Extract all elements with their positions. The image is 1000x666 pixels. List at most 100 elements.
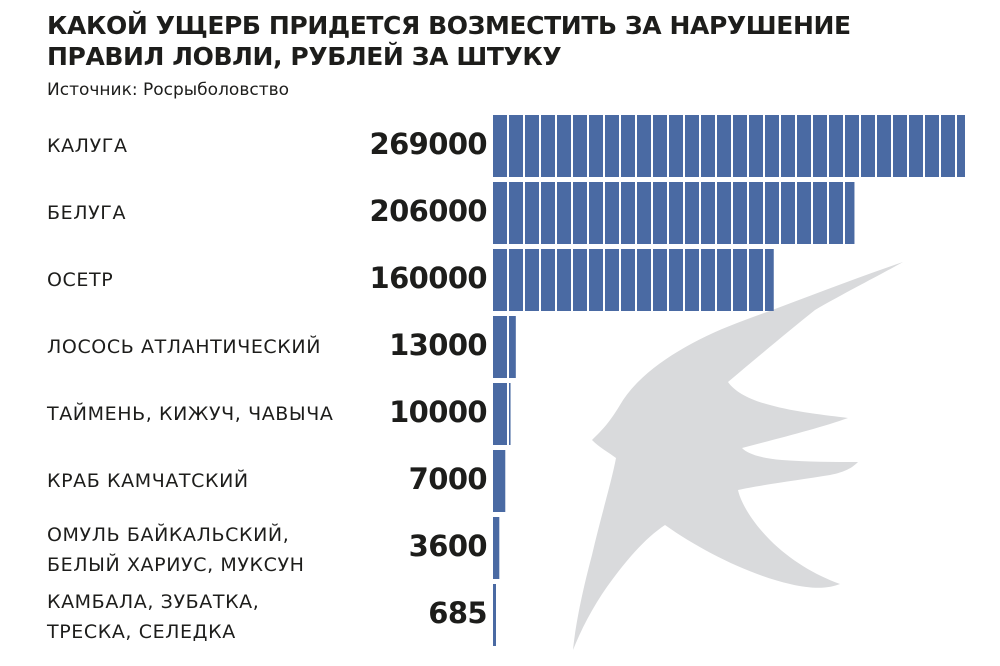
- bar-segment: [573, 115, 587, 177]
- bar-segment: [605, 115, 619, 177]
- bar-segment: [589, 115, 603, 177]
- bar-segment: [557, 182, 571, 244]
- bar-segment: [925, 115, 939, 177]
- value-label: 3600: [408, 529, 488, 563]
- bar-segment: [493, 383, 507, 445]
- bar-segment: [717, 115, 731, 177]
- bar-segment: [845, 182, 855, 244]
- bar: [493, 115, 965, 177]
- bar-segment: [909, 115, 923, 177]
- chart-title: КАКОЙ УЩЕРБ ПРИДЕТСЯ ВОЗМЕСТИТЬ ЗА НАРУШ…: [47, 11, 851, 71]
- category-label: ЛОСОСЬ АТЛАНТИЧЕСКИЙ: [47, 336, 322, 358]
- bar-segment: [573, 249, 587, 311]
- bar: [493, 517, 500, 579]
- bar-segment: [573, 182, 587, 244]
- bar-segment: [701, 182, 715, 244]
- bar-segment: [813, 182, 827, 244]
- bar-segment: [669, 249, 683, 311]
- bar-segment: [749, 249, 763, 311]
- bar-segment: [669, 115, 683, 177]
- bar-segment: [797, 115, 811, 177]
- bar-segment: [637, 182, 651, 244]
- bar: [493, 450, 506, 512]
- bar-segment: [493, 517, 500, 579]
- bar-segment: [525, 182, 539, 244]
- bar-segment: [701, 249, 715, 311]
- bar-segment: [589, 249, 603, 311]
- value-label: 206000: [369, 194, 488, 228]
- bar-segment: [813, 115, 827, 177]
- bar-segment: [509, 316, 516, 378]
- bar-segment: [493, 316, 507, 378]
- bar-segment: [941, 115, 955, 177]
- bar-segment: [493, 584, 496, 646]
- bar-segment: [749, 182, 763, 244]
- bar-segment: [733, 249, 747, 311]
- category-label: ОМУЛЬ БАЙКАЛЬСКИЙ, БЕЛЫЙ ХАРИУС, МУКСУН: [47, 524, 305, 576]
- bar-segment: [765, 115, 779, 177]
- bar-segment: [541, 249, 555, 311]
- bar-segment: [781, 115, 795, 177]
- bar-segment: [653, 249, 667, 311]
- category-label: ТАЙМЕНЬ, КИЖУЧ, ЧАВЫЧА: [47, 403, 334, 425]
- bar-segment: [637, 249, 651, 311]
- bar-segment: [541, 115, 555, 177]
- value-label: 685: [428, 596, 487, 630]
- bar-segment: [509, 249, 523, 311]
- category-label: КАЛУГА: [47, 135, 128, 157]
- bar-segment: [893, 115, 907, 177]
- bar-segment: [493, 249, 507, 311]
- bar: [493, 383, 511, 445]
- bars-layer: [493, 115, 965, 646]
- bar-segment: [733, 182, 747, 244]
- category-label: КРАБ КАМЧАТСКИЙ: [47, 470, 249, 492]
- bar-segment: [621, 249, 635, 311]
- bar-segment: [717, 249, 731, 311]
- bar-segment: [621, 115, 635, 177]
- bar-segment: [717, 182, 731, 244]
- bar-segment: [829, 115, 843, 177]
- value-label: 7000: [408, 462, 488, 496]
- bar-segment: [957, 115, 965, 177]
- bar-segment: [509, 115, 523, 177]
- bar-segment: [525, 249, 539, 311]
- bar-segment: [653, 182, 667, 244]
- bar-segment: [509, 182, 523, 244]
- bar: [493, 182, 855, 244]
- category-label: ОСЕТР: [47, 269, 114, 291]
- bar-segment: [733, 115, 747, 177]
- bar-segment: [685, 182, 699, 244]
- value-label: 13000: [389, 328, 488, 362]
- bar-segment: [637, 115, 651, 177]
- bar-segment: [493, 115, 507, 177]
- value-label: 10000: [389, 395, 488, 429]
- bar-segment: [669, 182, 683, 244]
- bar-segment: [509, 383, 511, 445]
- bar-segment: [621, 182, 635, 244]
- bar-segment: [781, 182, 795, 244]
- bar-segment: [493, 182, 507, 244]
- bar-segment: [493, 450, 506, 512]
- bar-segment: [749, 115, 763, 177]
- bar: [493, 584, 496, 646]
- bar-segment: [605, 249, 619, 311]
- bar-segment: [557, 115, 571, 177]
- bar-segment: [605, 182, 619, 244]
- category-label: БЕЛУГА: [47, 202, 127, 224]
- bar-segment: [557, 249, 571, 311]
- bar-segment: [685, 249, 699, 311]
- bar-segment: [765, 249, 774, 311]
- bar: [493, 249, 774, 311]
- bar-segment: [541, 182, 555, 244]
- value-label: 269000: [369, 127, 488, 161]
- bar-segment: [829, 182, 843, 244]
- category-label: КАМБАЛА, ЗУБАТКА, ТРЕСКА, СЕЛЕДКА: [47, 591, 260, 643]
- bar-segment: [589, 182, 603, 244]
- bar-segment: [685, 115, 699, 177]
- bar: [493, 316, 516, 378]
- bar-segment: [701, 115, 715, 177]
- bar-segment: [845, 115, 859, 177]
- bar-segment: [765, 182, 779, 244]
- bar-segment: [525, 115, 539, 177]
